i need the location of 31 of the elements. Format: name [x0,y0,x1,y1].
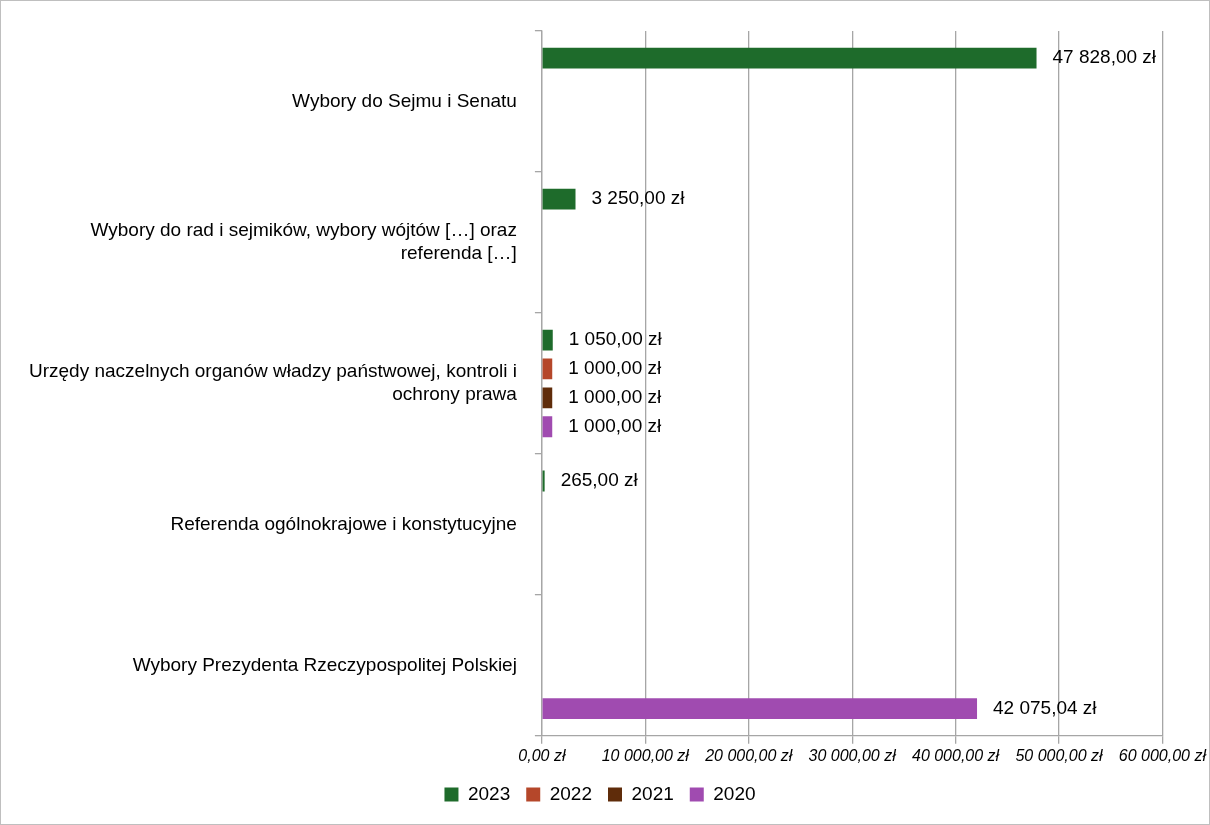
y-tick-label: Referenda ogólnokrajowe i konstytucyjne [170,512,517,534]
x-tick-label: 60 000,00 zł [1118,746,1207,764]
y-tick-label: Urzędy naczelnych organów władzy państwowej, kontroli i ochrony prawa [28,360,518,405]
x-tick-label: 30 000,00 zł [808,746,897,764]
x-tick-label: 50 000,00 zł [1015,746,1104,764]
data-label: 1 050,00 zł [568,328,663,350]
data-label: 47 828,00 zł [1052,46,1157,68]
x-tick-label: 0,00 zł [518,746,566,764]
legend-label: 2021 [631,782,674,804]
y-tick-label: Wybory Prezydenta Rzeczypospolitej Polskiej [132,653,517,675]
y-tick-label: Wybory do rad i sejmików, wybory wójtów […] oraz referenda […] [90,219,517,264]
data-label: 1 000,00 zł [568,414,662,436]
bar [542,416,553,438]
bar [542,698,978,720]
data-label: 1 000,00 zł [568,386,662,408]
bar [542,387,553,409]
x-tick-label: 40 000,00 zł [911,746,1000,764]
data-label: 1 000,00 zł [568,357,662,379]
data-label: 265,00 zł [560,469,639,491]
data-label: 3 250,00 zł [591,187,686,209]
legend-label: 2022 [549,782,593,804]
bar [542,329,553,351]
bar [542,47,1037,69]
legend-label: 2020 [713,782,756,804]
x-tick-label: 10 000,00 zł [601,746,690,764]
bar [542,470,545,492]
x-tick-label: 20 000,00 zł [704,746,793,764]
legend-label: 2023 [467,782,511,804]
data-label: 42 075,04 zł [993,696,1098,718]
y-tick-label: Wybory do Sejmu i Senatu [292,89,517,111]
bar [542,188,576,210]
